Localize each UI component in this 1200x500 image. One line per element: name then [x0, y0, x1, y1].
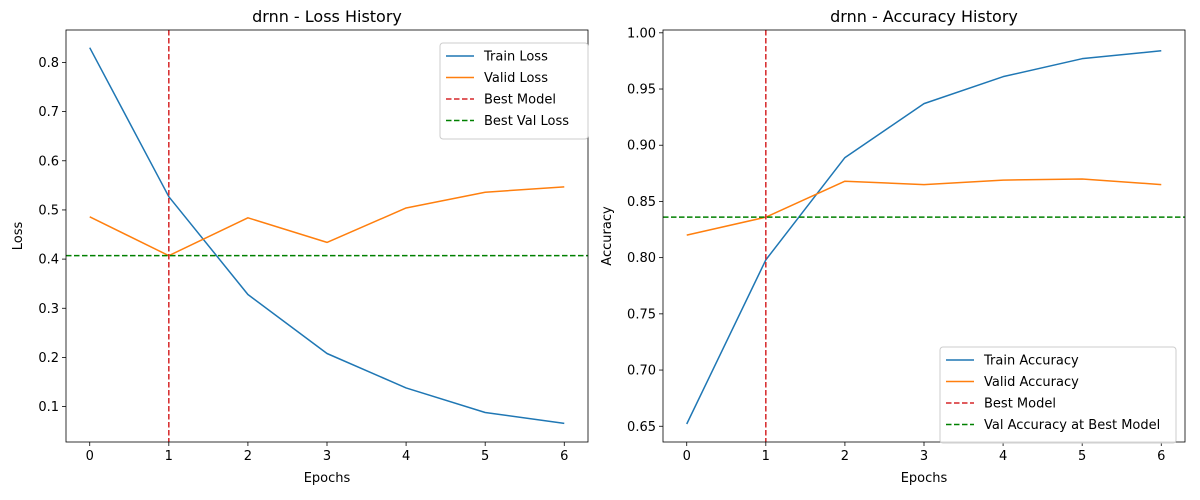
x-tick-label: 4 [999, 449, 1007, 464]
legend-label: Val Accuracy at Best Model [984, 418, 1160, 433]
legend-label: Valid Loss [484, 71, 548, 86]
legend-box [439, 42, 589, 140]
legend-box [939, 346, 1177, 444]
x-axis-label: Epochs [304, 471, 351, 486]
y-tick-label: 0.65 [627, 420, 656, 435]
y-tick-label: 0.85 [627, 195, 656, 210]
x-tick-label: 5 [481, 449, 489, 464]
x-tick-label: 5 [1078, 449, 1086, 464]
y-tick-label: 0.8 [38, 56, 59, 71]
legend-label: Train Accuracy [983, 354, 1079, 369]
plot-area [66, 30, 588, 442]
chart-loss: drnn - Loss History 0 1 2 3 4 5 6 0.1 0.2 0.3 0.4 0.… [11, 7, 589, 486]
chart-accuracy: drnn - Accuracy History 0 1 2 3 4 5 6 0.65 0.70 0.… [600, 7, 1186, 486]
legend-label: Best Model [484, 93, 556, 108]
legend-label: Best Val Loss [484, 114, 569, 129]
x-tick-label: 0 [683, 449, 691, 464]
legend-label: Valid Accuracy [984, 375, 1079, 390]
x-tick-label: 1 [762, 449, 770, 464]
x-tick-label: 6 [1157, 449, 1165, 464]
y-tick-label: 0.75 [627, 307, 656, 322]
y-tick-label: 1.00 [627, 26, 656, 41]
y-tick-label: 0.1 [38, 400, 59, 415]
y-tick-label: 0.2 [38, 351, 59, 366]
legend-label: Train Loss [483, 50, 548, 65]
x-tick-label: 4 [402, 449, 410, 464]
x-tick-label: 2 [244, 449, 252, 464]
x-tick-label: 0 [86, 449, 94, 464]
series-line-valid-loss [89, 186, 565, 257]
y-tick-label: 0.5 [38, 203, 59, 218]
axes-frame [65, 29, 589, 443]
plot-area [663, 30, 1185, 442]
x-tick-label: 2 [841, 449, 849, 464]
y-tick-label: 0.80 [627, 251, 656, 266]
axes-frame [662, 29, 1186, 443]
y-tick-label: 0.70 [627, 364, 656, 379]
x-tick-label: 6 [560, 449, 568, 464]
legend-label: Best Model [984, 397, 1056, 412]
y-tick-label: 0.3 [38, 302, 59, 317]
y-tick-label: 0.90 [627, 139, 656, 154]
y-tick-label: 0.7 [38, 105, 59, 120]
y-axis-label: Accuracy [600, 206, 615, 266]
y-tick-label: 0.4 [38, 253, 59, 268]
series-line-train-loss [89, 47, 565, 425]
x-tick-label: 3 [920, 449, 928, 464]
chart-title: drnn - Loss History [252, 7, 402, 26]
series-line-valid-accuracy [686, 178, 1162, 236]
x-axis-label: Epochs [901, 471, 948, 486]
chart-title: drnn - Accuracy History [830, 7, 1018, 26]
y-tick-label: 0.6 [38, 154, 59, 169]
legend: Train Loss Valid Loss Best Model Best Val L… [439, 42, 589, 140]
y-axis-label: Loss [11, 222, 26, 251]
x-tick-label: 3 [323, 449, 331, 464]
x-tick-label: 1 [165, 449, 173, 464]
y-tick-label: 0.95 [627, 83, 656, 98]
legend: Train Accuracy Valid Accuracy Best Model Va… [939, 346, 1177, 444]
series-line-train-accuracy [686, 50, 1162, 425]
